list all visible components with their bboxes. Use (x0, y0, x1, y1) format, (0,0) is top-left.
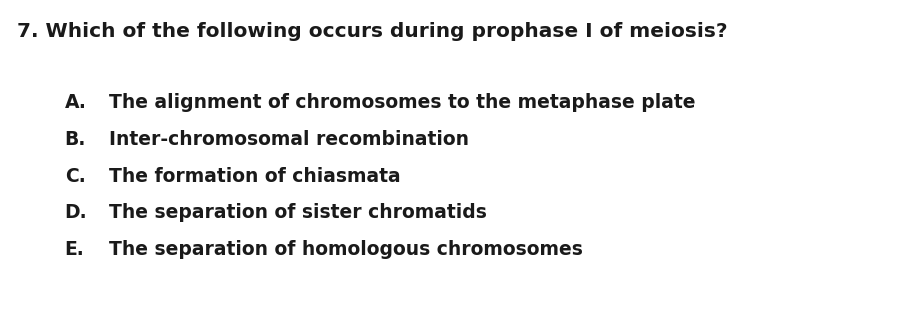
Text: The separation of homologous chromosomes: The separation of homologous chromosomes (109, 240, 583, 259)
Text: E.: E. (65, 240, 84, 259)
Text: C.: C. (65, 167, 85, 186)
Text: 7. Which of the following occurs during prophase I of meiosis?: 7. Which of the following occurs during … (17, 22, 727, 41)
Text: The alignment of chromosomes to the metaphase plate: The alignment of chromosomes to the meta… (109, 93, 696, 112)
Text: D.: D. (65, 203, 87, 222)
Text: The formation of chiasmata: The formation of chiasmata (109, 167, 401, 186)
Text: A.: A. (65, 93, 87, 112)
Text: Inter-chromosomal recombination: Inter-chromosomal recombination (109, 130, 469, 149)
Text: The separation of sister chromatids: The separation of sister chromatids (109, 203, 487, 222)
Text: B.: B. (65, 130, 86, 149)
